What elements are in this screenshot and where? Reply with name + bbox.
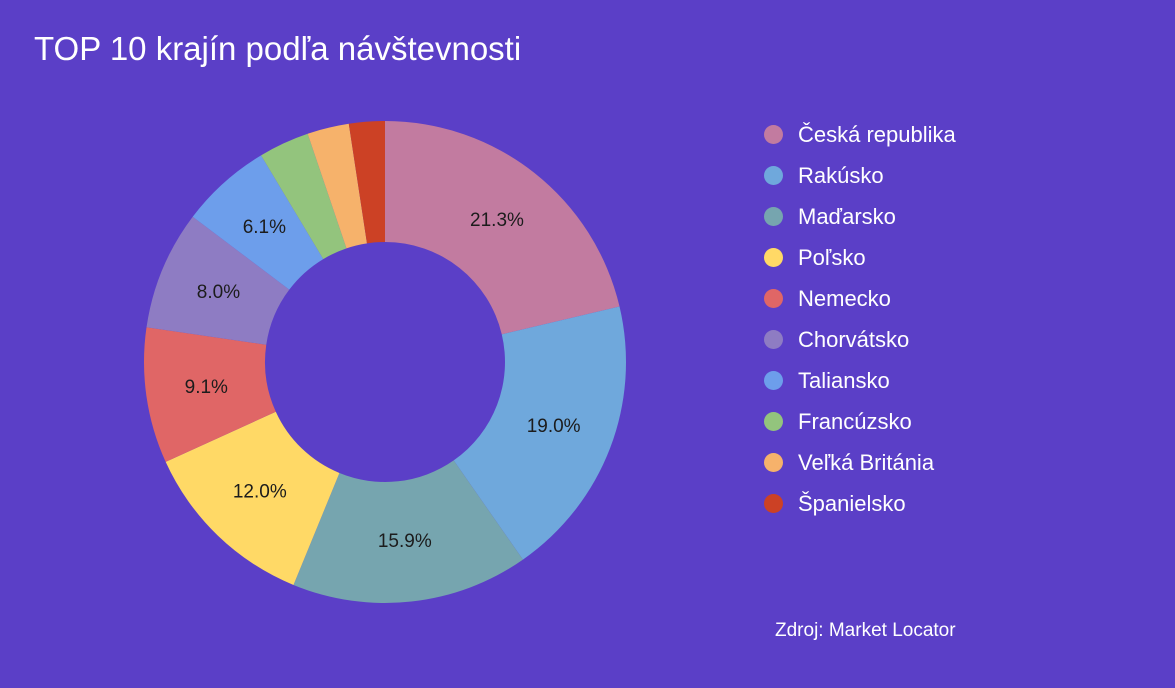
legend-swatch bbox=[764, 289, 783, 308]
slice-label-3: 12.0% bbox=[233, 482, 287, 503]
legend-label: Nemecko bbox=[798, 285, 891, 311]
slice-8 bbox=[307, 123, 367, 249]
slice-9 bbox=[348, 121, 385, 244]
source-note: Zdroj: Market Locator bbox=[775, 620, 956, 641]
legend-swatch bbox=[764, 494, 783, 513]
legend-swatch bbox=[764, 330, 783, 349]
slice-label-0: 21.3% bbox=[470, 210, 524, 231]
legend-label: Rakúsko bbox=[798, 162, 884, 188]
legend-label: Taliansko bbox=[798, 367, 890, 393]
slice-labels-group: 21.3% 19.0% 15.9% 12.0% 9.1% 8.0% 6.1% bbox=[185, 210, 581, 552]
slice-1 bbox=[453, 306, 626, 560]
legend-label: Česká republika bbox=[798, 121, 956, 147]
slice-5 bbox=[146, 216, 290, 345]
slice-label-6: 6.1% bbox=[243, 217, 286, 238]
legend-label: Maďarsko bbox=[798, 203, 896, 229]
legend-label: Chorvátsko bbox=[798, 326, 910, 352]
legend-item-8: Veľká Británia bbox=[764, 442, 956, 483]
legend-label: Poľsko bbox=[798, 244, 866, 270]
legend-swatch bbox=[764, 453, 783, 472]
slice-label-2: 15.9% bbox=[378, 531, 432, 552]
slices-group bbox=[144, 121, 626, 604]
slice-2 bbox=[293, 460, 523, 604]
slice-6 bbox=[192, 155, 324, 290]
legend-swatch bbox=[764, 248, 783, 267]
legend-swatch bbox=[764, 207, 783, 226]
legend-item-7: Francúzsko bbox=[764, 401, 956, 442]
chart-title: TOP 10 krajín podľa návštevnosti bbox=[34, 30, 522, 67]
legend-label: Španielsko bbox=[798, 490, 906, 516]
legend-swatch bbox=[764, 166, 783, 185]
legend-swatch bbox=[764, 412, 783, 431]
legend-label: Veľká Británia bbox=[798, 449, 935, 475]
slice-label-5: 8.0% bbox=[197, 282, 240, 303]
legend-item-3: Poľsko bbox=[764, 237, 956, 278]
legend-swatch bbox=[764, 371, 783, 390]
legend-item-4: Nemecko bbox=[764, 278, 956, 319]
slice-label-1: 19.0% bbox=[527, 416, 581, 437]
legend-label: Francúzsko bbox=[798, 408, 912, 434]
legend-item-1: Rakúsko bbox=[764, 155, 956, 196]
slice-4 bbox=[144, 327, 276, 462]
slice-label-4: 9.1% bbox=[185, 377, 228, 398]
legend-item-6: Taliansko bbox=[764, 360, 956, 401]
legend-item-9: Španielsko bbox=[764, 483, 956, 524]
slice-3 bbox=[165, 411, 340, 585]
slice-7 bbox=[261, 133, 347, 260]
legend-swatch bbox=[764, 125, 783, 144]
legend-item-0: Česká republika bbox=[764, 114, 956, 155]
slice-0 bbox=[385, 121, 620, 335]
legend-item-5: Chorvátsko bbox=[764, 319, 956, 360]
legend-item-2: Maďarsko bbox=[764, 196, 956, 237]
legend: Česká republika Rakúsko Maďarsko Poľsko Neme… bbox=[764, 114, 956, 524]
